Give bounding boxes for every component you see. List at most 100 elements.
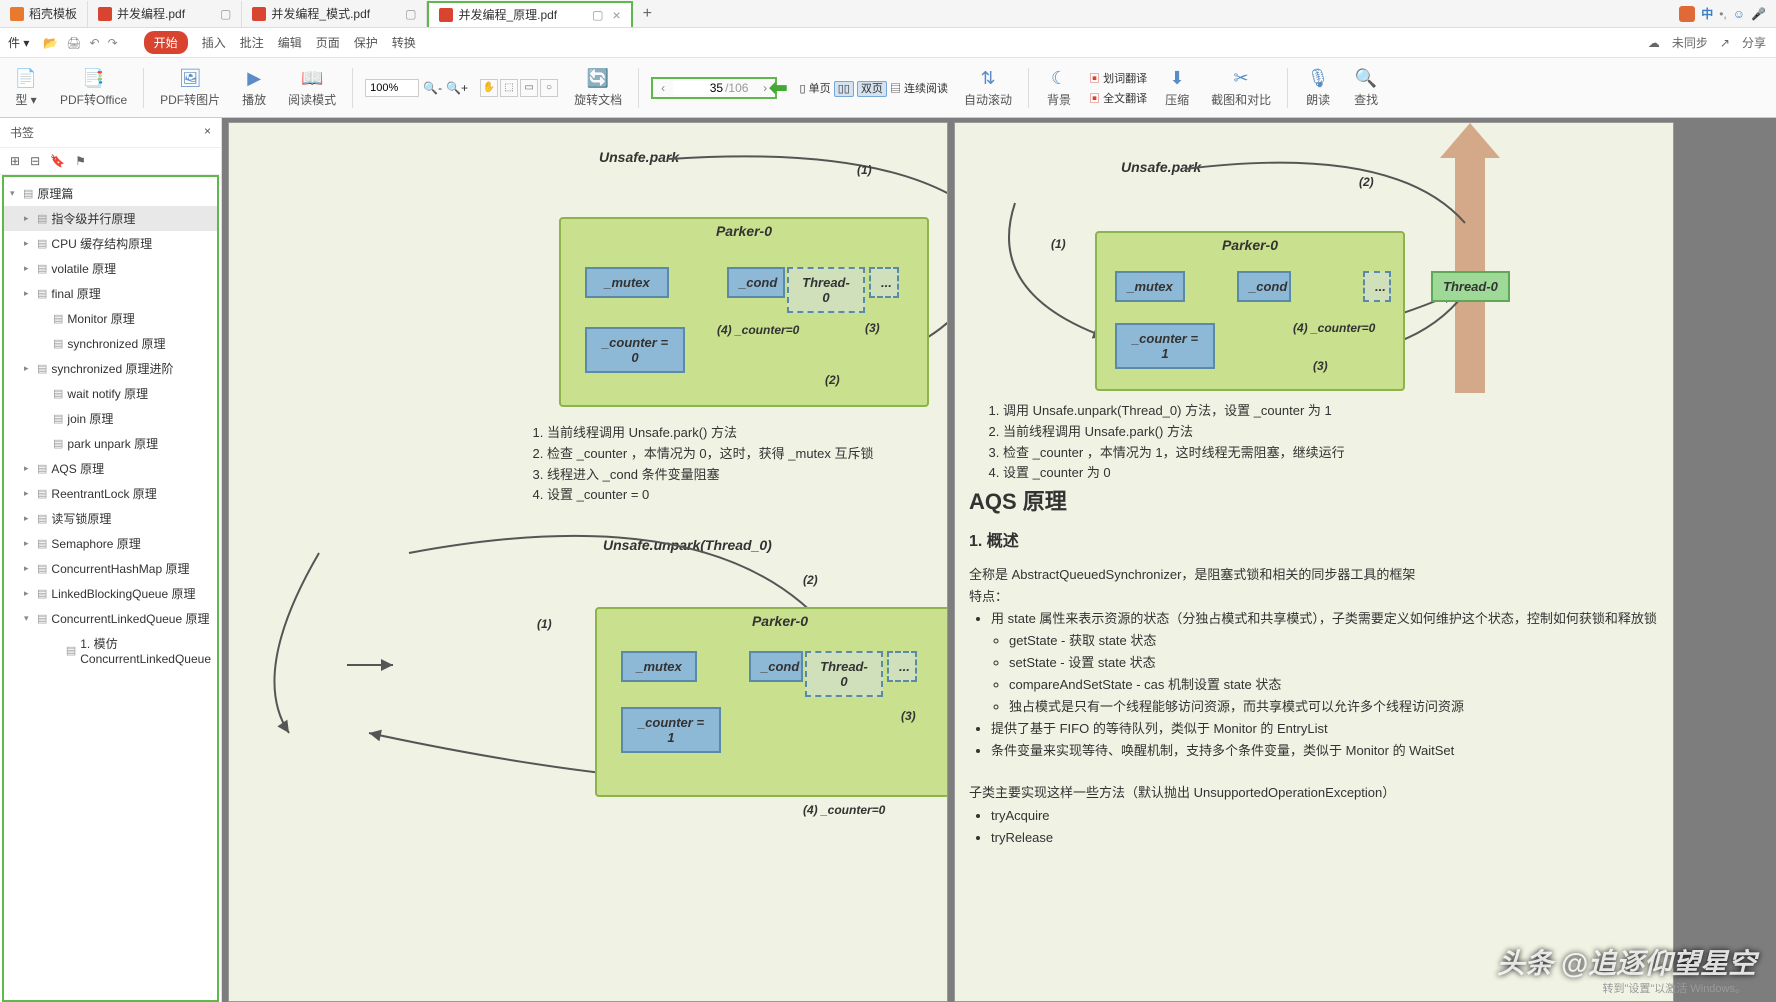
bookmark-item[interactable]: ▤park unpark 原理 [4, 431, 217, 456]
menu-start[interactable]: 开始 [144, 31, 188, 54]
print-icon[interactable]: 🖨 [66, 36, 81, 50]
list-item: tryAcquire [991, 805, 1669, 827]
find-button[interactable]: 🔍查找 [1348, 68, 1384, 108]
type-dropdown[interactable]: 📄型 ▾ [8, 68, 44, 108]
menu-edit[interactable]: 编辑 [278, 34, 302, 51]
single-page-icon[interactable]: ▯ [800, 83, 806, 95]
undo-icon[interactable]: ↶ [90, 36, 100, 50]
minimize-icon[interactable]: ▢ [592, 8, 603, 22]
pdf-to-image-button[interactable]: 🖼PDF转图片 [156, 68, 224, 108]
full-translate-button[interactable]: ▣ 全文翻译 [1089, 90, 1147, 106]
redo-icon[interactable]: ↷ [108, 36, 118, 50]
new-tab-button[interactable]: + [633, 5, 662, 23]
single-page-label[interactable]: 单页 [809, 83, 831, 95]
bookmark-item[interactable]: ▾▤原理篇 [4, 181, 217, 206]
bookmark-item[interactable]: ▤synchronized 原理 [4, 331, 217, 356]
play-button[interactable]: ▶播放 [236, 68, 272, 108]
bookmark-sidebar: 书签 × ⊞ ⊟ 🔖 ⚑ ▾▤原理篇▸▤指令级并行原理▸▤CPU 缓存结构原理▸… [0, 118, 222, 1002]
tab-daoshell[interactable]: 稻壳模板 [0, 1, 88, 27]
menu-page[interactable]: 页面 [316, 34, 340, 51]
bookmark-item[interactable]: ▸▤LinkedBlockingQueue 原理 [4, 581, 217, 606]
edge-label: (3) [865, 321, 880, 335]
bookmark-item[interactable]: ▤1. 模仿 ConcurrentLinkedQueue [4, 631, 217, 670]
minimize-icon[interactable]: ▢ [220, 7, 231, 21]
bookmark-item[interactable]: ▸▤synchronized 原理进阶 [4, 356, 217, 381]
bookmark-item[interactable]: ▤join 原理 [4, 406, 217, 431]
autoscroll-button[interactable]: ⇅自动滚动 [960, 68, 1016, 108]
document-viewport[interactable]: Unsafe.park Parker-0 _mutex _cond Thread… [222, 118, 1776, 1002]
background-button[interactable]: ☾背景 [1041, 68, 1077, 108]
bookmark-icon[interactable]: 🔖 [50, 154, 65, 168]
word-translate-button[interactable]: ▣ 划词翻译 [1089, 70, 1147, 86]
list-item: 检查 _counter ，本情况为 0，这时，获得 _mutex 互斥锁 [547, 444, 874, 465]
bookmark-item[interactable]: ▸▤CPU 缓存结构原理 [4, 231, 217, 256]
edge-label: (3) [1313, 359, 1328, 373]
menu-insert[interactable]: 插入 [202, 34, 226, 51]
continuous-icon[interactable]: ▤ [890, 83, 901, 95]
page-input[interactable] [673, 81, 723, 95]
area-tool-icon[interactable]: ▭ [520, 79, 538, 97]
zoom-input[interactable] [365, 79, 419, 97]
list-item: 调用 Unsafe.unpark(Thread_0) 方法，设置 _counte… [1003, 401, 1345, 422]
main-area: 书签 × ⊞ ⊟ 🔖 ⚑ ▾▤原理篇▸▤指令级并行原理▸▤CPU 缓存结构原理▸… [0, 118, 1776, 1002]
hand-tool-icon[interactable]: ✋ [480, 79, 498, 97]
read-aloud-button[interactable]: 🎙朗读 [1300, 68, 1336, 108]
select-tool-icon[interactable]: ⬚ [500, 79, 518, 97]
continuous-label[interactable]: 连续阅读 [904, 83, 948, 95]
double-page-label[interactable]: 双页 [857, 81, 887, 97]
expand-all-icon[interactable]: ⊞ [10, 154, 20, 168]
bookmark-item[interactable]: ▸▤读写锁原理 [4, 506, 217, 531]
tab-principle[interactable]: 并发编程_原理.pdf▢× [427, 1, 632, 27]
prev-page-button[interactable]: ‹ [655, 81, 671, 95]
bookmark-flag-icon[interactable]: ⚑ [75, 154, 86, 168]
list-item: 当前线程调用 Unsafe.park() 方法 [547, 423, 874, 444]
bookmark-item[interactable]: ▸▤ConcurrentHashMap 原理 [4, 556, 217, 581]
dots-node: ... [1363, 271, 1391, 302]
thread-inner-node: Thread-0 [805, 651, 883, 697]
sync-icon[interactable]: ☁ [1648, 36, 1660, 50]
bookmark-item[interactable]: ▾▤ConcurrentLinkedQueue 原理 [4, 606, 217, 631]
bookmark-item[interactable]: ▸▤指令级并行原理 [4, 206, 217, 231]
sidebar-close-icon[interactable]: × [204, 124, 211, 141]
counter-node: _counter = 1 [621, 707, 721, 753]
zoom-in-icon[interactable]: 🔍+ [446, 81, 468, 95]
list-item: 当前线程调用 Unsafe.park() 方法 [1003, 422, 1345, 443]
screenshot-button[interactable]: ✂截图和对比 [1207, 68, 1275, 108]
zoom-out-icon[interactable]: 🔍- [423, 81, 442, 95]
circle-tool-icon[interactable]: ○ [540, 79, 558, 97]
close-icon[interactable]: × [612, 7, 620, 23]
collapse-all-icon[interactable]: ⊟ [30, 154, 40, 168]
menu-protect[interactable]: 保护 [354, 34, 378, 51]
read-mode-button[interactable]: 📖阅读模式 [284, 68, 340, 108]
page-navigator: ‹ /106 › [651, 77, 777, 99]
pdf-icon [252, 7, 266, 21]
bookmark-item[interactable]: ▸▤final 原理 [4, 281, 217, 306]
menu-convert[interactable]: 转换 [392, 34, 416, 51]
aqs-bullets3: 提供了基于 FIFO 的等待队列，类似于 Monitor 的 EntryList… [991, 718, 1669, 762]
bookmark-item[interactable]: ▸▤Semaphore 原理 [4, 531, 217, 556]
bookmark-item[interactable]: ▤Monitor 原理 [4, 306, 217, 331]
tab-pattern[interactable]: 并发编程_模式.pdf▢ [242, 1, 427, 27]
ime-indicators: 中 •, ☺ 🎤 [1679, 5, 1766, 22]
bookmark-item[interactable]: ▸▤AQS 原理 [4, 456, 217, 481]
bookmark-item[interactable]: ▸▤volatile 原理 [4, 256, 217, 281]
list-item: 用 state 属性来表示资源的状态（分独占模式和共享模式），子类需要定义如何维… [991, 608, 1669, 630]
convert-icon: 📑 [82, 68, 104, 89]
bookmark-item[interactable]: ▤wait notify 原理 [4, 381, 217, 406]
rotate-button[interactable]: 🔄旋转文档 [570, 68, 626, 108]
share-icon[interactable]: ↗ [1720, 36, 1730, 50]
tab-concurrent[interactable]: 并发编程.pdf ▢ [88, 1, 242, 27]
parker-title: Parker-0 [597, 609, 948, 633]
open-icon[interactable]: 📂 [43, 36, 58, 50]
compress-button[interactable]: ⬇压缩 [1159, 68, 1195, 108]
minimize-icon[interactable]: ▢ [405, 7, 416, 21]
tabs-bar: 稻壳模板 并发编程.pdf▢ 并发编程_模式.pdf▢ 并发编程_原理.pdf▢… [0, 0, 1776, 28]
sync-label: 未同步 [1672, 34, 1708, 51]
file-menu-trim[interactable]: 件 ▾ [8, 34, 29, 51]
diagram-title: Unsafe.park [1121, 159, 1201, 175]
bookmark-item[interactable]: ▸▤ReentrantLock 原理 [4, 481, 217, 506]
tab-label: 并发编程.pdf [117, 5, 185, 22]
pdf-to-office-button[interactable]: 📑PDF转Office [56, 68, 131, 108]
menu-comment[interactable]: 批注 [240, 34, 264, 51]
double-page-icon[interactable]: ▯▯ [834, 81, 854, 97]
